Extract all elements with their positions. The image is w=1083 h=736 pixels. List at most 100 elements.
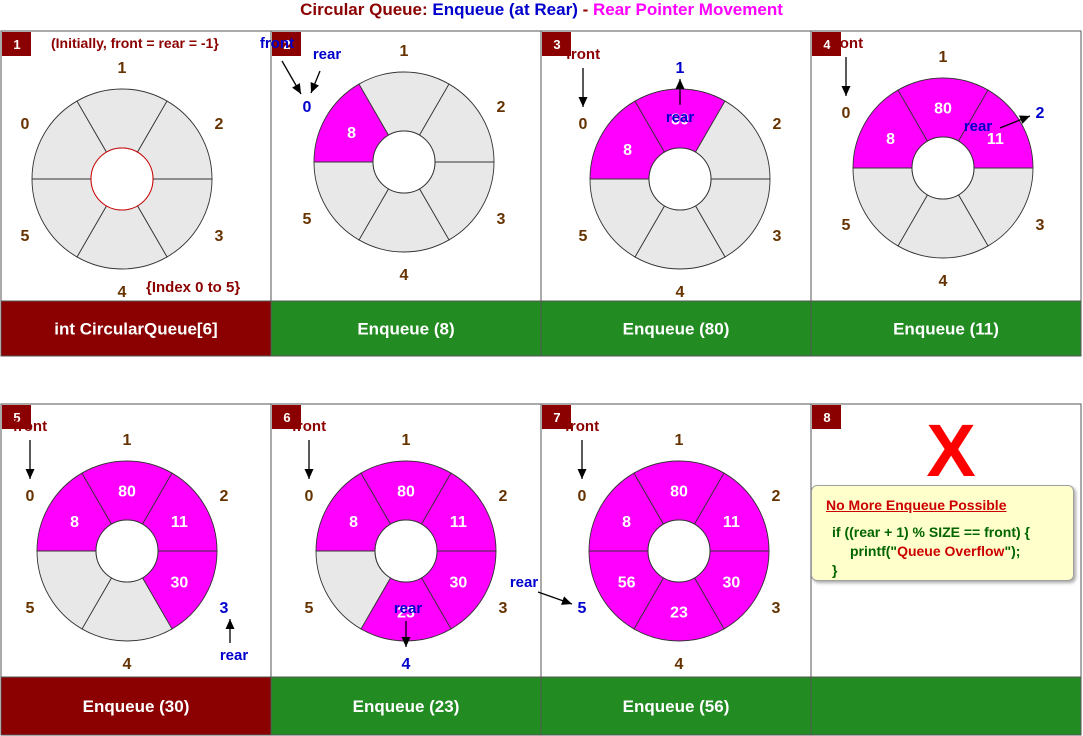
- panel-7-index-1: 1: [675, 432, 684, 449]
- panel-2-rear-label: rear: [313, 46, 342, 63]
- panel-7-value-0: 8: [622, 514, 631, 531]
- title-part-3: -: [577, 0, 593, 19]
- panel-5-rear-arrow: [225, 619, 235, 643]
- panel-2-number: 2: [283, 37, 290, 52]
- panel-4-index-1: 1: [939, 49, 948, 66]
- panel-4-front-arrow-head: [841, 86, 851, 96]
- panel-6-value-3: 30: [449, 574, 467, 591]
- panel-5-index-0: 0: [26, 488, 35, 505]
- panel-4-index-5: 5: [842, 217, 851, 234]
- panel-5-index-3: 3: [220, 600, 229, 617]
- panel-1-number-badge: [2, 32, 31, 56]
- diagram-title: Circular Queue: Enqueue (at Rear) - Rear…: [0, 0, 1083, 20]
- panel-4-footer-label: Enqueue (11): [893, 320, 999, 339]
- panel-5-index-1: 1: [123, 432, 132, 449]
- panel-7-front-arrow-head: [577, 469, 587, 479]
- title-part-4: Rear Pointer Movement: [592, 0, 783, 19]
- panel-6-index-5: 5: [305, 600, 314, 617]
- panel-2-hub: [372, 130, 436, 194]
- panel-3-value-0: 8: [623, 142, 632, 159]
- panel-3-footer-band: [540, 300, 812, 357]
- panel-5-index-5: 5: [26, 600, 35, 617]
- panel-7-footer-label: Enqueue (56): [623, 697, 730, 716]
- panel-3-rear-arrow: [675, 79, 685, 105]
- panel-4-value-0: 8: [886, 131, 895, 148]
- panel-4-number-badge: [812, 32, 841, 56]
- code-line-1: if ((rear + 1) % SIZE == front) {: [832, 524, 1030, 540]
- title-part-2: Enqueue (at Rear): [432, 0, 578, 19]
- panel-2-number-badge: [272, 32, 301, 56]
- panel-2-index-3: 3: [497, 211, 506, 228]
- panel-6-value-1: 80: [397, 484, 415, 501]
- panel-6-number-badge: [272, 405, 301, 429]
- panel-4-rear-arrow: [999, 115, 1031, 129]
- panel-3-index-3: 3: [773, 228, 782, 245]
- panel-1-footer-band: [0, 300, 272, 357]
- panel-5-front-label: front: [13, 418, 47, 435]
- panel-3-rear-label: rear: [666, 109, 695, 126]
- panel-1-note: (Initially, front = rear = -1}: [51, 35, 219, 51]
- panel-2-rear-arrow: [310, 70, 321, 94]
- panel-5-front-arrow: [25, 440, 35, 479]
- panel-2-footer-band: [270, 300, 542, 357]
- panel-1-index-2: 2: [215, 116, 224, 133]
- panel-3-value-1: 80: [671, 112, 689, 129]
- panel-8-footer-band: [810, 676, 1082, 736]
- panel-4-rear-label: rear: [964, 118, 993, 135]
- panel-4-hub: [911, 136, 975, 200]
- panel-7-value-2: 11: [723, 514, 740, 531]
- code-line-3: }: [832, 562, 838, 578]
- panel-2-index-4: 4: [400, 267, 409, 284]
- panel-1-index-0: 0: [21, 116, 30, 133]
- panel-7-value-3: 30: [722, 574, 740, 591]
- panel-7-value-1: 80: [670, 484, 688, 501]
- panel-6-index-3: 3: [499, 600, 508, 617]
- panel-7-rear-arrow-head: [561, 596, 573, 605]
- overflow-heading: No More Enqueue Possible: [826, 497, 1007, 513]
- code-line-2a: printf(": [850, 543, 898, 559]
- panel-3-rear-arrow-head: [675, 79, 685, 89]
- panel-5-value-0: 8: [70, 514, 79, 531]
- panel-3-index-1: 1: [676, 60, 685, 77]
- panel-5-rear-arrow-head: [225, 619, 235, 629]
- panel-6-index-4: 4: [402, 656, 411, 673]
- panel-7-index-3: 3: [772, 600, 781, 617]
- panel-6-value-2: 11: [450, 514, 467, 531]
- panel-7-value-5: 56: [618, 574, 636, 591]
- panel-5-front-arrow-head: [25, 469, 35, 479]
- panel-5-rear-label: rear: [220, 647, 249, 664]
- panel-6-value-0: 8: [349, 514, 358, 531]
- panel-7-hub: [647, 519, 711, 583]
- panel-4-index-0: 0: [842, 105, 851, 122]
- panel-5-value-1: 80: [118, 484, 136, 501]
- panel-3-front-arrow: [578, 68, 588, 107]
- panel-4-value-2: 11: [987, 131, 1004, 148]
- panel-1-index-1: 1: [118, 60, 127, 77]
- overflow-x-mark: X: [926, 409, 975, 492]
- panel-4-value-1: 80: [934, 101, 952, 118]
- code-line-2c: ");: [1004, 543, 1021, 559]
- title-part-1: Circular Queue:: [300, 0, 433, 19]
- panel-7-front-arrow: [577, 440, 587, 479]
- panel-4-number: 4: [823, 37, 831, 52]
- panel-2-front-label: front: [260, 35, 294, 52]
- panel-7-rear-label: rear: [510, 574, 539, 591]
- panel-2-front-arrow-head: [292, 83, 302, 94]
- panel-7-number-badge: [542, 405, 571, 429]
- panel-4-footer-band: [810, 300, 1082, 357]
- panel-2-footer-label: Enqueue (8): [357, 320, 454, 339]
- panel-5-number: 5: [13, 410, 20, 425]
- panel-4-index-4: 4: [939, 273, 948, 290]
- panel-2-index-0: 0: [303, 99, 312, 116]
- panel-7-rear-arrow: [537, 591, 573, 605]
- panel-7-index-5: 5: [578, 600, 587, 617]
- panel-1-index-range: {Index 0 to 5}: [146, 279, 240, 296]
- panel-2-value-0: 8: [347, 125, 356, 142]
- panel-1-hub: [90, 147, 154, 211]
- panel-7-value-4: 23: [670, 605, 688, 622]
- panel-4-index-2: 2: [1036, 105, 1045, 122]
- panel-6-front-arrow-head: [304, 469, 314, 479]
- panel-5-number-badge: [2, 405, 31, 429]
- panel-1-index-3: 3: [215, 228, 224, 245]
- panel-1-number: 1: [13, 37, 20, 52]
